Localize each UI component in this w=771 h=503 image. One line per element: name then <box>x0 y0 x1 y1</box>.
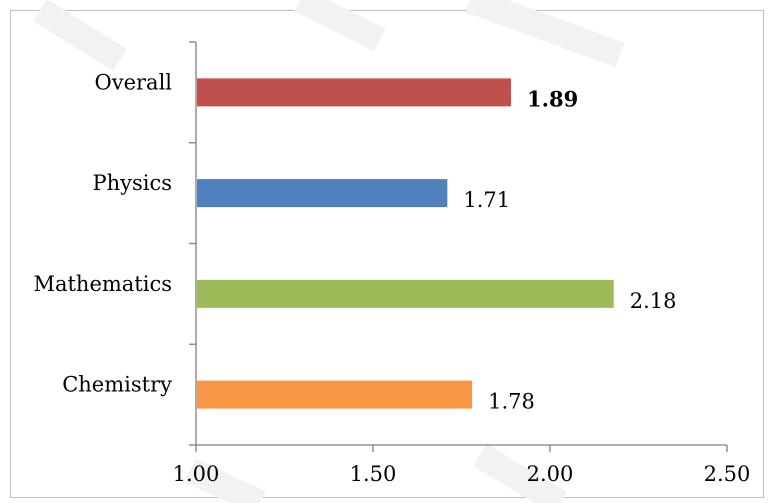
x-tick-label: 2.00 <box>527 462 574 486</box>
category-label: Chemistry <box>62 373 172 397</box>
data-label: 2.18 <box>630 289 677 313</box>
bar-physics <box>197 179 448 208</box>
data-label: 1.78 <box>488 390 535 414</box>
bar-mathematics <box>197 279 614 308</box>
bars-group <box>197 78 614 409</box>
x-tick-label: 2.50 <box>704 462 751 486</box>
x-tick-label: 1.00 <box>173 462 220 486</box>
category-label: Physics <box>92 171 172 195</box>
bar-overall <box>197 78 512 107</box>
category-label: Overall <box>95 70 173 94</box>
labels-group: Overall 1.89 Physics 1.71 Mathematics 2.18 Che… <box>33 70 676 413</box>
data-label: 1.71 <box>463 188 510 212</box>
x-ticks: 1.00 1.50 2.00 2.50 <box>173 445 751 486</box>
bar-chemistry <box>197 380 473 409</box>
watermark-stripes <box>33 0 625 503</box>
category-label: Mathematics <box>33 272 172 296</box>
data-label: 1.89 <box>527 86 578 111</box>
category-ticks <box>189 41 196 446</box>
x-tick-label: 1.50 <box>350 462 397 486</box>
